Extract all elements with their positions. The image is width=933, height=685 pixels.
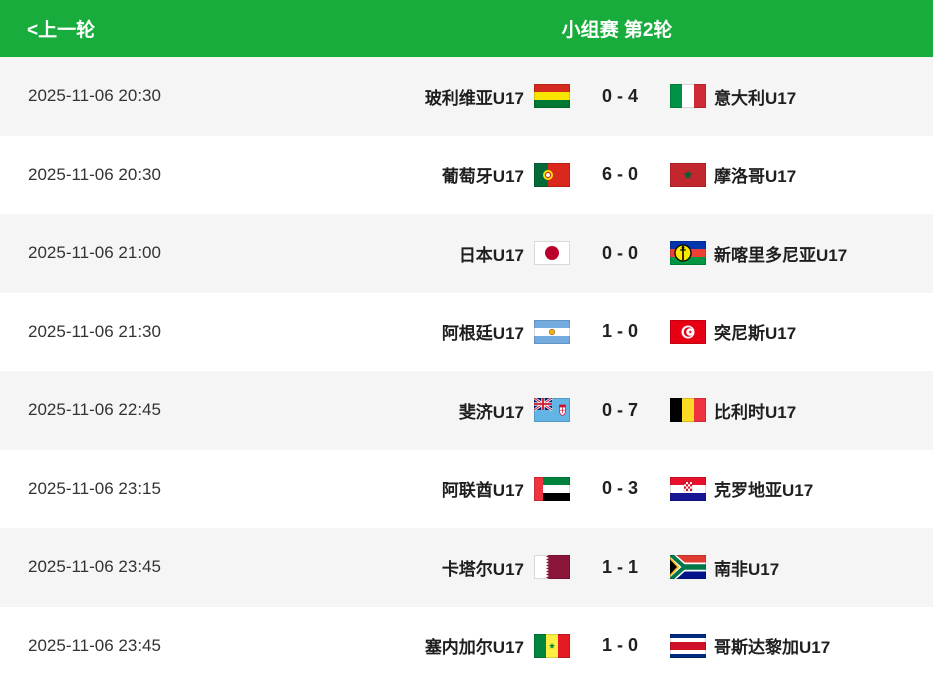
flag-bolivia-icon: [534, 84, 570, 109]
away-team-name: 突尼斯U17: [714, 324, 797, 344]
page-title: 小组赛 第2轮: [561, 20, 673, 41]
previous-round-button[interactable]: <上一轮: [27, 20, 96, 41]
match-row[interactable]: 2025-11-06 23:45 塞内加尔U17 1 - 0 哥斯达黎加U17: [0, 606, 933, 685]
score: 0 - 4: [601, 85, 639, 106]
home-team-name: 斐济U17: [458, 402, 524, 422]
flag-fiji-icon: [534, 398, 570, 423]
score: 0 - 3: [601, 478, 639, 499]
flag-senegal-icon: [534, 633, 570, 658]
home-team-name: 阿联酋U17: [441, 481, 524, 501]
home-team-name: 日本U17: [458, 245, 524, 265]
away-team-name: 哥斯达黎加U17: [714, 638, 831, 658]
away-team-name: 比利时U17: [714, 402, 797, 422]
match-row[interactable]: 2025-11-06 20:30 玻利维亚U17 0 - 4 意大利U17: [0, 57, 933, 136]
away-team-name: 南非U17: [714, 559, 780, 579]
match-row[interactable]: 2025-11-06 23:15 阿联酋U17 0 - 3 克罗地亚U17: [0, 449, 933, 528]
home-team-name: 葡萄牙U17: [441, 167, 524, 187]
match-list: 2025-11-06 20:30 玻利维亚U17 0 - 4 意大利U17 20…: [0, 57, 933, 685]
flag-south-africa-icon: [670, 555, 706, 580]
score: 1 - 0: [601, 321, 639, 342]
flag-argentina-icon: [534, 319, 570, 344]
away-team-name: 克罗地亚U17: [714, 481, 814, 501]
match-time: 2025-11-06 23:45: [28, 557, 161, 577]
match-row[interactable]: 2025-11-06 20:30 葡萄牙U17 6 - 0 摩洛哥U17: [0, 135, 933, 214]
match-time: 2025-11-06 20:30: [28, 164, 161, 184]
home-team-name: 阿根廷U17: [441, 324, 524, 344]
flag-new-caledonia-icon: [670, 241, 706, 266]
away-team-name: 新喀里多尼亚U17: [714, 245, 848, 265]
flag-tunisia-icon: [670, 319, 706, 344]
away-team-name: 意大利U17: [714, 88, 797, 108]
round-header: <上一轮 小组赛 第2轮: [0, 0, 933, 57]
score: 1 - 1: [601, 556, 639, 577]
home-team-name: 塞内加尔U17: [424, 638, 524, 658]
flag-morocco-icon: [670, 162, 706, 187]
match-row[interactable]: 2025-11-06 22:45 斐济U17 0 - 7 比利时U17: [0, 371, 933, 450]
match-row[interactable]: 2025-11-06 21:00 日本U17 0 - 0 新喀里多尼亚U17: [0, 214, 933, 293]
score: 0 - 7: [601, 399, 639, 420]
match-time: 2025-11-06 23:45: [28, 635, 161, 655]
match-time: 2025-11-06 22:45: [28, 400, 161, 420]
flag-croatia-icon: [670, 476, 706, 501]
score: 0 - 0: [601, 242, 639, 263]
flag-italy-icon: [670, 84, 706, 109]
flag-uae-icon: [534, 476, 570, 501]
flag-qatar-icon: [534, 555, 570, 580]
match-time: 2025-11-06 23:15: [28, 478, 161, 498]
match-time: 2025-11-06 21:00: [28, 243, 161, 263]
score: 6 - 0: [601, 164, 639, 185]
flag-belgium-icon: [670, 398, 706, 423]
flag-japan-icon: [534, 241, 570, 266]
home-team-name: 卡塔尔U17: [441, 559, 524, 579]
score: 1 - 0: [601, 635, 639, 656]
match-row[interactable]: 2025-11-06 21:30 阿根廷U17 1 - 0 突尼斯U17: [0, 292, 933, 371]
home-team-name: 玻利维亚U17: [424, 88, 524, 108]
flag-portugal-icon: [534, 162, 570, 187]
away-team-name: 摩洛哥U17: [714, 167, 797, 187]
match-row[interactable]: 2025-11-06 23:45 卡塔尔U17 1 - 1 南非U17: [0, 528, 933, 607]
match-time: 2025-11-06 21:30: [28, 321, 161, 341]
match-time: 2025-11-06 20:30: [28, 86, 161, 106]
flag-costa-rica-icon: [670, 633, 706, 658]
